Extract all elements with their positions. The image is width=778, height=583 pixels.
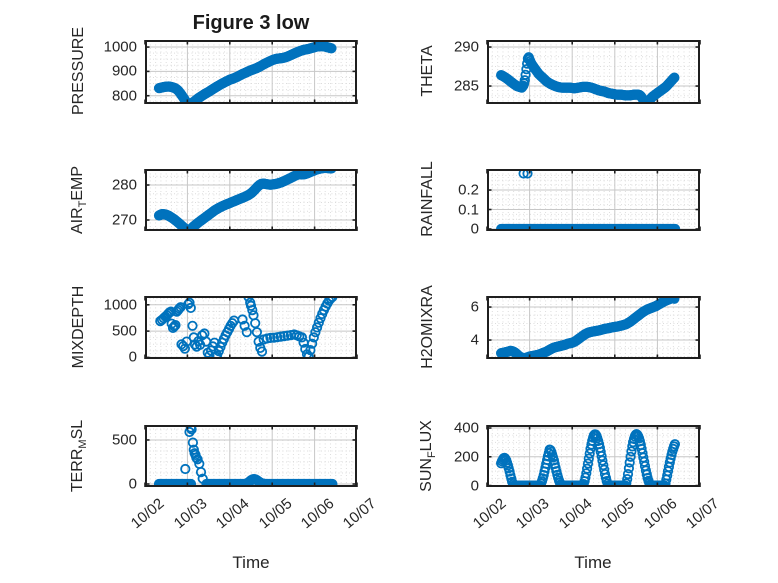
y-tick-label-terr_msl-1: 500 (111, 431, 137, 449)
x-tick-label-sun_flux-3: 10/05 (598, 495, 638, 533)
y-axis-label-part: TERR (69, 448, 86, 493)
y-axis-label-sun_flux: SUNFLUX (418, 346, 438, 566)
y-axis-label-terr_msl: TERRMSL (69, 346, 89, 566)
x-axis-label-left: Time (232, 553, 270, 572)
y-tick-label-rainfall-2: 0.2 (458, 181, 479, 199)
subplot-pressure (144, 40, 358, 104)
y-tick-label-pressure-0: 800 (111, 87, 137, 105)
subplot-terr_msl (144, 425, 358, 487)
y-tick-label-mixdepth-1: 500 (111, 322, 137, 340)
y-tick-label-sun_flux-2: 400 (453, 419, 479, 437)
axes-box (145, 296, 357, 359)
y-tick-label-h2omixra-1: 6 (470, 298, 479, 316)
x-tick-label-terr_msl-4: 10/06 (297, 495, 338, 533)
y-axis-label-part: SUN (418, 458, 435, 492)
subplot-air_temp (144, 169, 358, 231)
y-tick-label-pressure-2: 1000 (103, 38, 137, 56)
scatter-series (155, 296, 338, 359)
x-tick-label-sun_flux-5: 10/07 (683, 495, 723, 533)
x-tick-label-terr_msl-0: 10/02 (128, 495, 168, 533)
minor-grid (488, 170, 699, 230)
y-tick-label-air_temp-0: 270 (111, 211, 137, 229)
scatter-series (153, 425, 338, 487)
y-tick-label-theta-0: 285 (453, 77, 479, 95)
subplot-mixdepth (144, 296, 358, 359)
y-tick-label-mixdepth-2: 1000 (103, 296, 137, 314)
scatter-series (496, 52, 680, 104)
subplot-rainfall (486, 169, 701, 231)
y-axis-label-part: SL (69, 419, 86, 440)
x-tick-label-terr_msl-1: 10/03 (170, 495, 211, 533)
y-tick-label-rainfall-0: 0 (470, 220, 479, 238)
axes-box (487, 296, 700, 359)
axes-box (487, 40, 700, 104)
figure-title: Figure 3 low (192, 12, 310, 34)
subplot-sun_flux (486, 425, 701, 487)
major-grid (487, 296, 700, 359)
y-tick-label-theta-1: 290 (453, 38, 479, 56)
axes-box (145, 40, 357, 104)
y-axis-label-part: M (77, 439, 89, 449)
x-tick-label-sun_flux-0: 10/02 (470, 495, 510, 533)
minor-grid (146, 426, 356, 486)
y-tick-label-mixdepth-0: 0 (128, 348, 137, 366)
subplot-theta (486, 40, 701, 104)
axes-box (145, 425, 357, 487)
x-axis-label-right: Time (574, 553, 612, 572)
y-axis-label-part: EMP (69, 165, 86, 201)
y-axis-label-part: F (426, 451, 438, 459)
major-grid (487, 40, 700, 104)
x-tick-label-sun_flux-4: 10/06 (640, 495, 681, 533)
y-tick-label-terr_msl-0: 0 (128, 475, 137, 493)
axes-box (487, 169, 700, 231)
y-axis-label-part: LUX (418, 420, 435, 452)
x-tick-label-sun_flux-1: 10/03 (512, 495, 553, 533)
x-tick-label-terr_msl-5: 10/07 (340, 495, 380, 533)
y-tick-label-pressure-1: 900 (111, 62, 137, 80)
x-tick-label-sun_flux-2: 10/04 (555, 495, 596, 533)
axes-box (145, 169, 357, 231)
y-tick-label-rainfall-1: 0.1 (458, 201, 479, 218)
x-tick-label-terr_msl-2: 10/04 (213, 495, 253, 533)
axes-box (487, 425, 700, 487)
y-tick-label-sun_flux-1: 200 (453, 448, 479, 466)
scatter-series (496, 169, 681, 231)
subplot-h2omixra (486, 296, 701, 359)
scatter-series (496, 429, 680, 487)
y-axis-label-part: T (77, 200, 89, 208)
y-tick-label-air_temp-1: 280 (111, 176, 137, 194)
tick-marks (486, 40, 701, 104)
x-tick-label-terr_msl-3: 10/05 (255, 495, 296, 533)
y-tick-label-h2omixra-0: 4 (470, 331, 479, 349)
y-tick-label-sun_flux-0: 0 (470, 477, 479, 495)
